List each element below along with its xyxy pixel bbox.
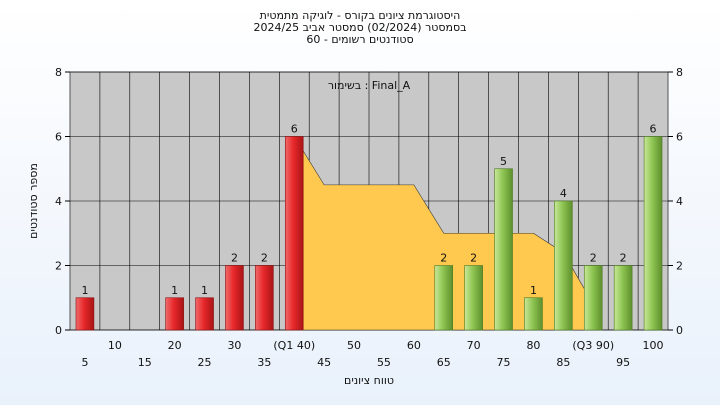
x-tick-label: 20 — [168, 339, 182, 352]
bar-value-label: 1 — [201, 284, 208, 297]
x-tick-label: (Q3 90) — [572, 339, 614, 352]
bar-value-label: 1 — [530, 284, 537, 297]
bar-85 — [554, 200, 573, 331]
bar-value-label: 2 — [590, 252, 597, 265]
x-tick-label: 75 — [497, 356, 511, 369]
y-tick-label-left: 8 — [55, 66, 62, 79]
bar-25 — [195, 297, 214, 331]
annotation-text: בשימור : Final_A — [328, 79, 411, 92]
y-tick-label-right: 2 — [676, 260, 683, 273]
y-tick-label-right: 4 — [676, 195, 683, 208]
x-tick-label: 50 — [347, 339, 361, 352]
x-tick-label: 70 — [467, 339, 481, 352]
bar-35 — [255, 265, 274, 331]
chart-title: היסטוגרמת ציונים בקורס - לוגיקה מתמטית ב… — [0, 10, 720, 46]
bar-value-label: 2 — [620, 252, 627, 265]
bars-layer — [75, 136, 663, 331]
x-tick-label: 95 — [616, 356, 630, 369]
bar-95 — [613, 265, 633, 331]
bar-75 — [494, 168, 513, 331]
x-tick-label: 10 — [108, 339, 122, 352]
bar-value-label: 2 — [470, 252, 477, 265]
x-axis-title: טווח ציונים — [344, 374, 394, 387]
bar-value-label: 1 — [171, 284, 178, 297]
bar-30 — [225, 265, 244, 331]
bar-value-label: 6 — [291, 123, 298, 136]
bar-value-label: 5 — [500, 155, 507, 168]
bar-100 — [643, 136, 663, 331]
bar-value-label: 2 — [440, 252, 447, 265]
bar-20 — [165, 297, 184, 331]
x-tick-label: 80 — [526, 339, 540, 352]
y-tick-label-left: 2 — [55, 260, 62, 273]
y-axis-title: מספר סטודנטים — [27, 163, 40, 239]
bar-5 — [75, 297, 95, 331]
x-tick-label: 15 — [138, 356, 152, 369]
bar-Q390 — [583, 265, 603, 331]
y-tick-label-left: 6 — [55, 131, 62, 144]
y-tick-label-right: 8 — [676, 66, 683, 79]
x-tick-label: 5 — [81, 356, 88, 369]
bar-Q140 — [284, 136, 304, 331]
x-tick-label: 65 — [437, 356, 451, 369]
x-tick-label: 35 — [257, 356, 271, 369]
y-tick-label-right: 6 — [676, 131, 683, 144]
x-tick-label: 30 — [227, 339, 241, 352]
y-tick-label-left: 0 — [55, 324, 62, 337]
x-tick-label: 45 — [317, 356, 331, 369]
x-tick-label: 100 — [643, 339, 664, 352]
x-tick-label: 25 — [198, 356, 212, 369]
x-tick-label: 60 — [407, 339, 421, 352]
bar-value-label: 4 — [560, 187, 567, 200]
y-tick-label-right: 0 — [676, 324, 683, 337]
bar-70 — [464, 265, 483, 331]
chart-title-line-3: 60 - סטודנטים רשומים — [306, 33, 414, 46]
bar-value-label: 2 — [261, 252, 268, 265]
bar-value-label: 2 — [231, 252, 238, 265]
chart-title-line-2: בסמסטר (02/2024) סמסטר אביב 2024/25 — [253, 21, 467, 34]
bar-value-label: 1 — [81, 284, 88, 297]
x-tick-label: 85 — [556, 356, 570, 369]
y-tick-label-left: 4 — [55, 195, 62, 208]
bar-value-label: 6 — [650, 123, 657, 136]
bar-65 — [434, 265, 454, 331]
bar-80 — [524, 297, 543, 331]
x-tick-label: 55 — [377, 356, 391, 369]
x-tick-label: (Q1 40) — [273, 339, 315, 352]
chart-title-line-1: היסטוגרמת ציונים בקורס - לוגיקה מתמטית — [259, 9, 461, 22]
